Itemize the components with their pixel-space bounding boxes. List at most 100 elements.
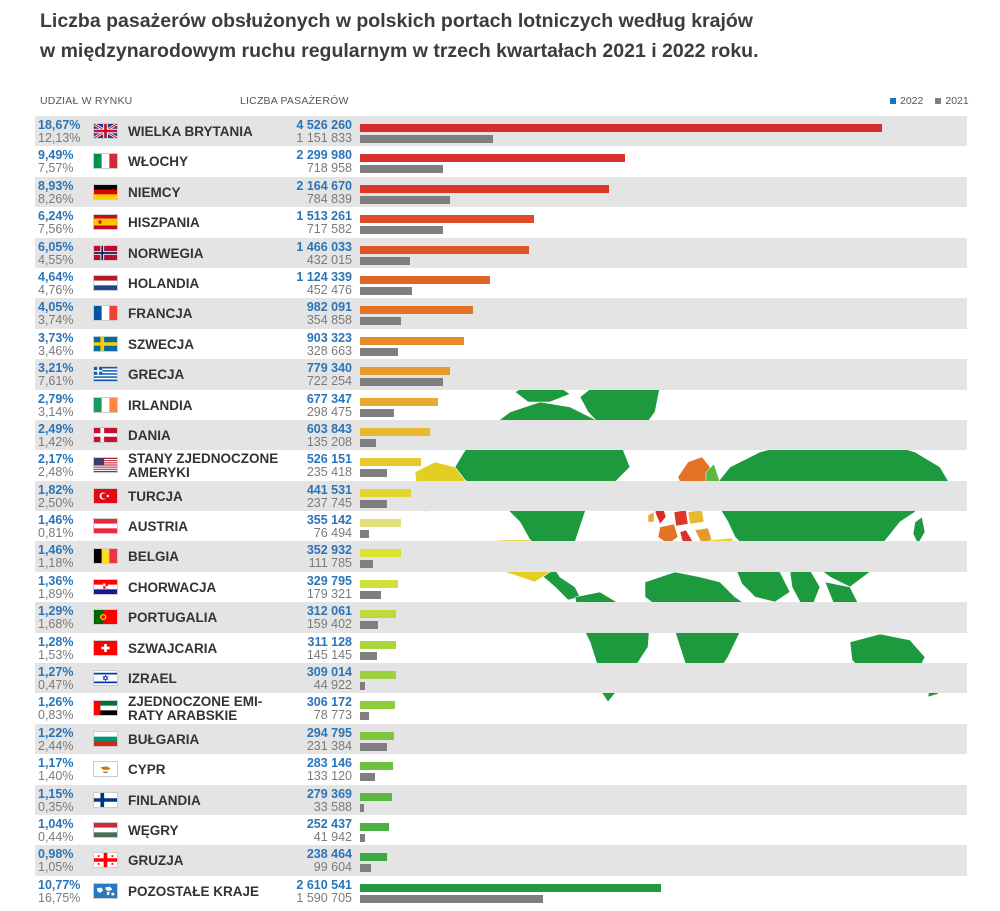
count-2022-label: 311 128 [307, 634, 353, 649]
bar-2022 [360, 427, 430, 436]
share-2021-label: 2,48% [38, 465, 74, 480]
chart-rows: 18,67% 12,13% WIELKA BRYTANIA 4 526 260 1 15… [35, 116, 967, 906]
map-france [657, 523, 679, 545]
share-2021-label: 1,68% [38, 617, 74, 632]
count-2021-label: 354 858 [306, 313, 352, 328]
share-2022-label: 1,46% [38, 543, 74, 558]
count-2021-label: 237 745 [306, 495, 352, 510]
bar-2021 [360, 226, 443, 235]
country-label: IRLANDIA [128, 397, 193, 413]
flag-at-icon [93, 518, 118, 535]
bar-2022 [360, 458, 421, 467]
bar-2021 [360, 317, 401, 326]
market-share: 1,22% 2,44% [38, 725, 74, 753]
count-2022-label: 2 299 980 [296, 148, 352, 163]
count-2021-label: 718 958 [306, 161, 352, 176]
market-share: 1,46% 1,18% [38, 544, 73, 570]
flag-be-icon [93, 548, 118, 565]
flag-nl-icon [93, 274, 118, 291]
bar-2022 [360, 671, 396, 680]
passenger-counts: 982 091 354 858 [307, 301, 352, 327]
chart-row: 10,77% 16,75% POZOSTAŁE KRAJE 2 610 541 1 59… [35, 876, 967, 906]
country-label: AUSTRIA [128, 519, 188, 535]
share-2021-label: 4,55% [38, 252, 74, 267]
passenger-counts: 4 526 260 1 151 833 [296, 119, 352, 145]
market-share: 4,64% 4,76% [38, 269, 74, 297]
title-line-2: w międzynarodowym ruchu regularnym w trz… [40, 40, 759, 62]
count-2022-label: 1 513 261 [296, 209, 352, 224]
market-share: 2,79% 3,14% [38, 391, 74, 419]
share-2022-label: 6,24% [38, 209, 74, 224]
count-2022-label: 306 172 [306, 695, 352, 710]
share-2021-label: 1,53% [38, 647, 74, 662]
chart-row: 9,49% 7,57% WŁOCHY 2 299 980 718 958 [35, 146, 967, 176]
passenger-counts: 312 061 159 402 [307, 605, 352, 631]
bar-2021 [360, 530, 369, 539]
market-share: 8,93% 8,26% [38, 178, 74, 206]
count-2021-label: 784 839 [306, 191, 352, 206]
chart-row: 18,67% 12,13% WIELKA BRYTANIA 4 526 260 1 15… [35, 116, 967, 147]
bar-2021 [360, 773, 376, 782]
chart-row: 6,05% 4,55% NORWEGIA 1 466 033 432 015 [35, 237, 967, 268]
market-share: 2,17% 2,48% [38, 453, 73, 479]
share-2022-label: 1,28% [38, 634, 74, 649]
bar-2021 [360, 803, 364, 812]
title-line-1: Liczba pasażerów obsłużonych w polskich … [40, 10, 753, 32]
country-label: GRUZJA [128, 853, 184, 869]
flag-fr-icon [93, 305, 118, 322]
share-2022-label: 2,79% [38, 391, 74, 406]
market-share: 1,17% 1,40% [38, 757, 73, 783]
count-2022-label: 352 932 [306, 543, 352, 558]
count-2021-label: 231 384 [306, 738, 352, 753]
country-label: BUŁGARIA [128, 731, 200, 747]
chart-row: 3,21% 7,61% GRECJA 779 340 722 254 [35, 359, 967, 390]
bar-2022 [360, 154, 625, 163]
passenger-counts: 1 466 033 432 015 [296, 240, 352, 267]
bar-2022 [360, 124, 882, 132]
market-share: 1,36% 1,89% [38, 573, 74, 601]
share-2022-label: 1,36% [38, 573, 74, 588]
passenger-counts: 252 437 41 942 [307, 817, 352, 844]
chart-row: 1,82% 2,50% TURCJA 441 531 237 745 [35, 480, 967, 512]
share-2022-label: 1,22% [38, 725, 74, 740]
flag-pt-icon [93, 609, 118, 626]
passenger-counts: 903 323 328 663 [307, 331, 352, 358]
chart-row: 1,29% 1,68% PORTUGALIA 312 061 159 402 [35, 602, 967, 633]
share-2021-label: 7,56% [38, 222, 74, 237]
chart-row: 2,17% 2,48% STANY ZJEDNOCZONE AMERYKI 526 15… [35, 450, 967, 480]
share-2021-label: 0,81% [38, 526, 74, 541]
chart-row: 1,26% 0,83% ZJEDNOCZONE EMI- RATY ARABSKIE 3… [35, 693, 967, 723]
bar-2022 [360, 610, 396, 619]
count-2021-label: 432 015 [306, 252, 352, 267]
share-2021-label: 0,83% [38, 708, 74, 723]
chart-row: 1,27% 0,47% IZRAEL 309 014 44 922 [35, 663, 967, 694]
count-2022-label: 441 531 [306, 482, 352, 497]
bar-2022 [360, 488, 411, 497]
bar-2021 [360, 682, 366, 691]
bar-2022 [360, 397, 439, 406]
count-2021-label: 159 402 [306, 617, 352, 632]
count-2022-label: 312 061 [306, 604, 352, 619]
bar-2021 [360, 135, 493, 143]
bar-2021 [360, 651, 377, 660]
market-share: 6,05% 4,55% [38, 240, 74, 267]
market-share: 3,21% 7,61% [38, 362, 73, 388]
chart-row: 6,24% 7,56% HISZPANIA 1 513 261 717 582 [35, 207, 967, 237]
bar-2022 [360, 245, 529, 254]
passenger-counts: 306 172 78 773 [307, 696, 352, 722]
count-column-header: LICZBA PASAŻERÓW [240, 95, 349, 107]
flag-se-icon [93, 335, 118, 352]
map-ireland [647, 511, 655, 523]
passenger-counts: 2 299 980 718 958 [296, 149, 352, 175]
share-2021-label: 12,13% [38, 131, 81, 145]
country-label: ZJEDNOCZONE EMI- RATY ARABSKIE [128, 694, 263, 724]
share-2022-label: 8,93% [38, 178, 74, 193]
passenger-counts: 779 340 722 254 [307, 362, 352, 388]
flag-us-icon [93, 457, 118, 474]
bar-2021 [360, 742, 387, 751]
market-share: 18,67% 12,13% [38, 119, 80, 145]
flag-cy-icon [93, 761, 118, 778]
share-2022-label: 4,64% [38, 269, 74, 284]
count-2021-label: 41 942 [313, 829, 352, 844]
legend-item-2021: 2021 [935, 95, 969, 107]
